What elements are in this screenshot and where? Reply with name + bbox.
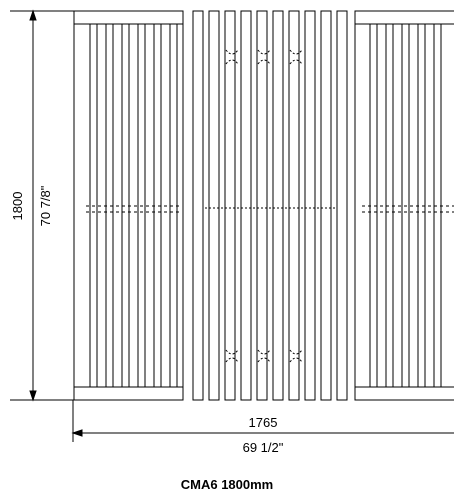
width-in-label: 69 1/2"	[243, 440, 284, 455]
height-mm-label: 1800	[10, 192, 25, 221]
right-panel	[355, 11, 454, 400]
drawing-caption: CMA6 1800mm	[0, 477, 454, 492]
left-panel	[74, 11, 183, 400]
center-panel	[193, 11, 347, 400]
width-mm-label: 1765	[249, 415, 278, 430]
height-in-label: 70 7/8"	[38, 185, 53, 226]
